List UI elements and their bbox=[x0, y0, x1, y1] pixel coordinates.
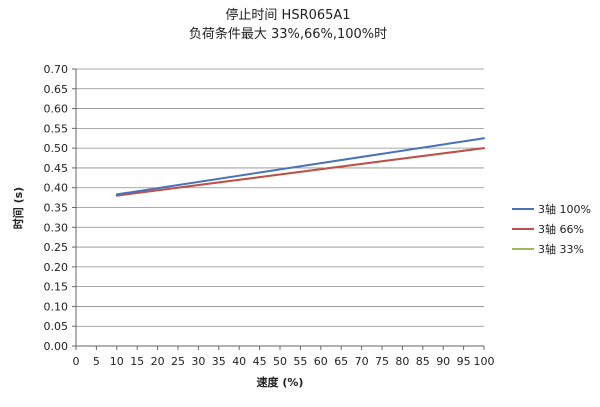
x-tick-labels: 0 5 10 15 20 25 30 35 40 45 50 55 60 65 70 75 80 85 90 95 10… bbox=[73, 355, 495, 368]
y-tick-label: 0.60 bbox=[44, 103, 69, 116]
series-line-0 bbox=[115, 137, 485, 196]
y-tick-label: 0.50 bbox=[44, 142, 69, 155]
x-tick-label: 75 bbox=[375, 355, 389, 368]
x-tick-label: 65 bbox=[334, 355, 348, 368]
x-tick-label: 50 bbox=[273, 355, 287, 368]
y-tick-label: 0.20 bbox=[44, 261, 69, 274]
y-tick-label: 0.05 bbox=[44, 320, 69, 333]
y-tick-label: 0.70 bbox=[44, 63, 69, 76]
y-tick-label: 0.65 bbox=[44, 83, 69, 96]
grid-lines bbox=[76, 68, 484, 327]
series-lines bbox=[115, 137, 485, 197]
x-tick-label: 20 bbox=[151, 355, 165, 368]
x-tick-label: 95 bbox=[457, 355, 471, 368]
legend-label-0: 3轴 100% bbox=[538, 202, 591, 216]
y-tick-label: 0.25 bbox=[44, 241, 69, 254]
x-tick-label: 5 bbox=[93, 355, 100, 368]
x-tick-label: 40 bbox=[232, 355, 246, 368]
axes bbox=[72, 68, 485, 350]
y-tick-label: 0.10 bbox=[44, 300, 69, 313]
y-axis-label: 时间 (s) bbox=[11, 187, 25, 229]
x-tick-label: 90 bbox=[436, 355, 450, 368]
series-line-1 bbox=[115, 147, 485, 197]
x-tick-label: 10 bbox=[110, 355, 124, 368]
x-axis-label: 速度 (%) bbox=[257, 375, 304, 389]
x-tick-label: 25 bbox=[171, 355, 185, 368]
x-tick-label: 15 bbox=[130, 355, 144, 368]
y-tick-label: 0.15 bbox=[44, 281, 69, 294]
x-tick-label: 80 bbox=[395, 355, 409, 368]
chart-subtitle: 负荷条件最大 33%,66%,100%时 bbox=[189, 26, 387, 42]
legend-label-2: 3轴 33% bbox=[538, 242, 584, 256]
y-tick-label: 0.00 bbox=[44, 340, 69, 353]
x-tick-label: 30 bbox=[191, 355, 205, 368]
x-tick-label: 85 bbox=[416, 355, 430, 368]
y-tick-label: 0.45 bbox=[44, 162, 69, 175]
y-tick-labels: 0.00 0.05 0.10 0.15 0.20 0.25 0.30 0.35 0.40 0.45… bbox=[44, 63, 69, 353]
x-tick-label: 70 bbox=[355, 355, 369, 368]
y-tick-label: 0.30 bbox=[44, 221, 69, 234]
x-tick-label: 45 bbox=[253, 355, 267, 368]
legend-label-1: 3轴 66% bbox=[538, 222, 584, 236]
x-tick-label: 35 bbox=[212, 355, 226, 368]
x-tick-label: 55 bbox=[293, 355, 307, 368]
y-tick-label: 0.35 bbox=[44, 202, 69, 215]
x-tick-label: 0 bbox=[73, 355, 80, 368]
legend: 3轴 100% 3轴 66% 3轴 33% bbox=[512, 202, 591, 256]
y-tick-label: 0.55 bbox=[44, 122, 69, 135]
chart-title: 停止时间 HSR065A1 bbox=[225, 7, 350, 23]
y-tick-label: 0.40 bbox=[44, 182, 69, 195]
x-tick-label: 60 bbox=[314, 355, 328, 368]
x-tick-label: 100 bbox=[474, 355, 495, 368]
